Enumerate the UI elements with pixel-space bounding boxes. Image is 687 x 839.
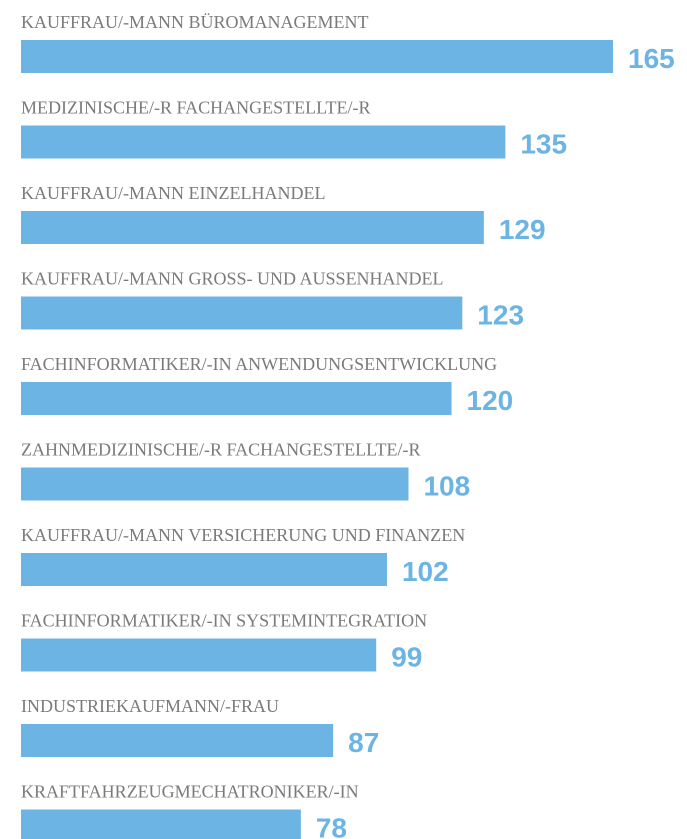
value-label: 99 (391, 642, 422, 673)
value-label: 108 (423, 471, 470, 502)
value-label: 78 (316, 813, 347, 839)
category-label: KAUFFRAU/-MANN VERSICHERUNG UND FINANZEN (21, 525, 465, 545)
category-label: FACHINFORMATIKER/-IN SYSTEMINTEGRATION (21, 611, 427, 631)
bar (21, 553, 387, 586)
bar (21, 40, 613, 73)
value-label: 102 (402, 556, 449, 587)
value-label: 129 (499, 214, 546, 245)
category-label: KAUFFRAU/-MANN BÜROMANAGEMENT (21, 12, 369, 32)
value-label: 87 (348, 727, 379, 758)
value-label: 120 (467, 385, 514, 416)
category-label: MEDIZINISCHE/-R FACHANGESTELLTE/-R (21, 98, 371, 118)
bar (21, 211, 484, 244)
bar (21, 638, 377, 672)
value-label: 165 (628, 43, 675, 74)
category-label: KAUFFRAU/-MANN EINZELHANDEL (21, 183, 325, 203)
category-label: KAUFFRAU/-MANN GROSS- UND AUSSENHANDEL (21, 269, 444, 289)
category-label: ZAHNMEDIZINISCHE/-R FACHANGESTELLTE/-R (21, 440, 420, 460)
bar (21, 296, 463, 330)
category-label: INDUSTRIEKAUFMANN/-FRAU (21, 696, 279, 716)
bar (21, 125, 506, 159)
bar (21, 467, 409, 501)
value-label: 123 (477, 300, 524, 331)
category-label: KRAFTFAHRZEUGMECHATRONIKER/-IN (21, 782, 359, 802)
category-label: FACHINFORMATIKER/-IN ANWENDUNGSENTWICKLU… (21, 354, 497, 374)
bar (21, 382, 452, 415)
bar (21, 809, 301, 839)
value-label: 135 (520, 129, 567, 160)
bar (21, 724, 334, 757)
